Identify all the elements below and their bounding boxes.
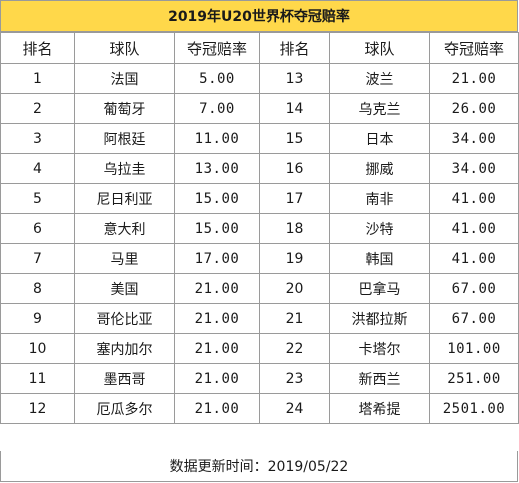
table-row: 3 阿根廷 11.00 15 日本 34.00 (0, 123, 519, 154)
team-cell: 墨西哥 (74, 363, 175, 394)
odds-cell: 21.00 (174, 393, 260, 424)
rank-cell: 4 (0, 153, 75, 184)
header-rank-left: 排名 (0, 32, 75, 64)
rank-cell: 18 (259, 213, 330, 244)
rank-cell: 12 (0, 393, 75, 424)
odds-cell: 2501.00 (429, 393, 519, 424)
table-row: 8 美国 21.00 20 巴拿马 67.00 (0, 273, 519, 304)
header-rank-right: 排名 (259, 32, 330, 64)
header-odds-right: 夺冠赔率 (429, 32, 519, 64)
table-row: 11 墨西哥 21.00 23 新西兰 251.00 (0, 363, 519, 394)
table-row: 6 意大利 15.00 18 沙特 41.00 (0, 213, 519, 244)
table-row: 1 法国 5.00 13 波兰 21.00 (0, 63, 519, 94)
rank-cell: 8 (0, 273, 75, 304)
rank-cell: 15 (259, 123, 330, 154)
header-row: 排名 球队 夺冠赔率 排名 球队 夺冠赔率 (0, 32, 519, 64)
rank-cell: 3 (0, 123, 75, 154)
header-team-right: 球队 (329, 32, 430, 64)
team-cell: 葡萄牙 (74, 93, 175, 124)
odds-cell: 17.00 (174, 243, 260, 274)
odds-cell: 41.00 (429, 213, 519, 244)
rank-cell: 1 (0, 63, 75, 94)
team-cell: 沙特 (329, 213, 430, 244)
team-cell: 南非 (329, 183, 430, 214)
team-cell: 波兰 (329, 63, 430, 94)
odds-cell: 34.00 (429, 153, 519, 184)
odds-cell: 21.00 (429, 63, 519, 94)
odds-cell: 34.00 (429, 123, 519, 154)
rank-cell: 2 (0, 93, 75, 124)
team-cell: 日本 (329, 123, 430, 154)
team-cell: 法国 (74, 63, 175, 94)
table-row: 12 厄瓜多尔 21.00 24 塔希提 2501.00 (0, 393, 519, 424)
odds-cell: 67.00 (429, 273, 519, 304)
table-row: 5 尼日利亚 15.00 17 南非 41.00 (0, 183, 519, 214)
rank-cell: 23 (259, 363, 330, 394)
table-row: 7 马里 17.00 19 韩国 41.00 (0, 243, 519, 274)
rank-cell: 22 (259, 333, 330, 364)
odds-cell: 101.00 (429, 333, 519, 364)
rank-cell: 10 (0, 333, 75, 364)
rank-cell: 21 (259, 303, 330, 334)
odds-cell: 13.00 (174, 153, 260, 184)
team-cell: 新西兰 (329, 363, 430, 394)
rank-cell: 5 (0, 183, 75, 214)
team-cell: 挪威 (329, 153, 430, 184)
team-cell: 洪都拉斯 (329, 303, 430, 334)
rank-cell: 13 (259, 63, 330, 94)
odds-cell: 5.00 (174, 63, 260, 94)
odds-cell: 7.00 (174, 93, 260, 124)
odds-cell: 15.00 (174, 183, 260, 214)
rank-cell: 14 (259, 93, 330, 124)
odds-cell: 21.00 (174, 363, 260, 394)
odds-cell: 251.00 (429, 363, 519, 394)
team-cell: 美国 (74, 273, 175, 304)
rank-cell: 6 (0, 213, 75, 244)
table-row: 2 葡萄牙 7.00 14 乌克兰 26.00 (0, 93, 519, 124)
odds-table: 排名 球队 夺冠赔率 排名 球队 夺冠赔率 1 法国 5.00 13 波兰 21.00 2 葡… (0, 32, 519, 424)
odds-cell: 41.00 (429, 183, 519, 214)
header-team-left: 球队 (74, 32, 175, 64)
team-cell: 意大利 (74, 213, 175, 244)
odds-cell: 26.00 (429, 93, 519, 124)
rank-cell: 17 (259, 183, 330, 214)
rank-cell: 20 (259, 273, 330, 304)
sheet-title: 2019年U20世界杯夺冠赔率 (0, 0, 518, 32)
odds-cell: 11.00 (174, 123, 260, 154)
odds-cell: 21.00 (174, 333, 260, 364)
rank-cell: 11 (0, 363, 75, 394)
odds-cell: 67.00 (429, 303, 519, 334)
team-cell: 塔希提 (329, 393, 430, 424)
team-cell: 卡塔尔 (329, 333, 430, 364)
team-cell: 乌克兰 (329, 93, 430, 124)
odds-cell: 21.00 (174, 273, 260, 304)
team-cell: 厄瓜多尔 (74, 393, 175, 424)
header-odds-left: 夺冠赔率 (174, 32, 260, 64)
team-cell: 尼日利亚 (74, 183, 175, 214)
rank-cell: 24 (259, 393, 330, 424)
odds-cell: 15.00 (174, 213, 260, 244)
team-cell: 哥伦比亚 (74, 303, 175, 334)
table-row: 9 哥伦比亚 21.00 21 洪都拉斯 67.00 (0, 303, 519, 334)
rank-cell: 16 (259, 153, 330, 184)
rank-cell: 7 (0, 243, 75, 274)
rank-cell: 19 (259, 243, 330, 274)
rank-cell: 9 (0, 303, 75, 334)
team-cell: 乌拉圭 (74, 153, 175, 184)
odds-cell: 41.00 (429, 243, 519, 274)
team-cell: 韩国 (329, 243, 430, 274)
team-cell: 阿根廷 (74, 123, 175, 154)
team-cell: 塞内加尔 (74, 333, 175, 364)
team-cell: 巴拿马 (329, 273, 430, 304)
table-row: 4 乌拉圭 13.00 16 挪威 34.00 (0, 153, 519, 184)
team-cell: 马里 (74, 243, 175, 274)
table-row: 10 塞内加尔 21.00 22 卡塔尔 101.00 (0, 333, 519, 364)
update-time-footer: 数据更新时间：2019/05/22 (0, 451, 518, 482)
odds-cell: 21.00 (174, 303, 260, 334)
